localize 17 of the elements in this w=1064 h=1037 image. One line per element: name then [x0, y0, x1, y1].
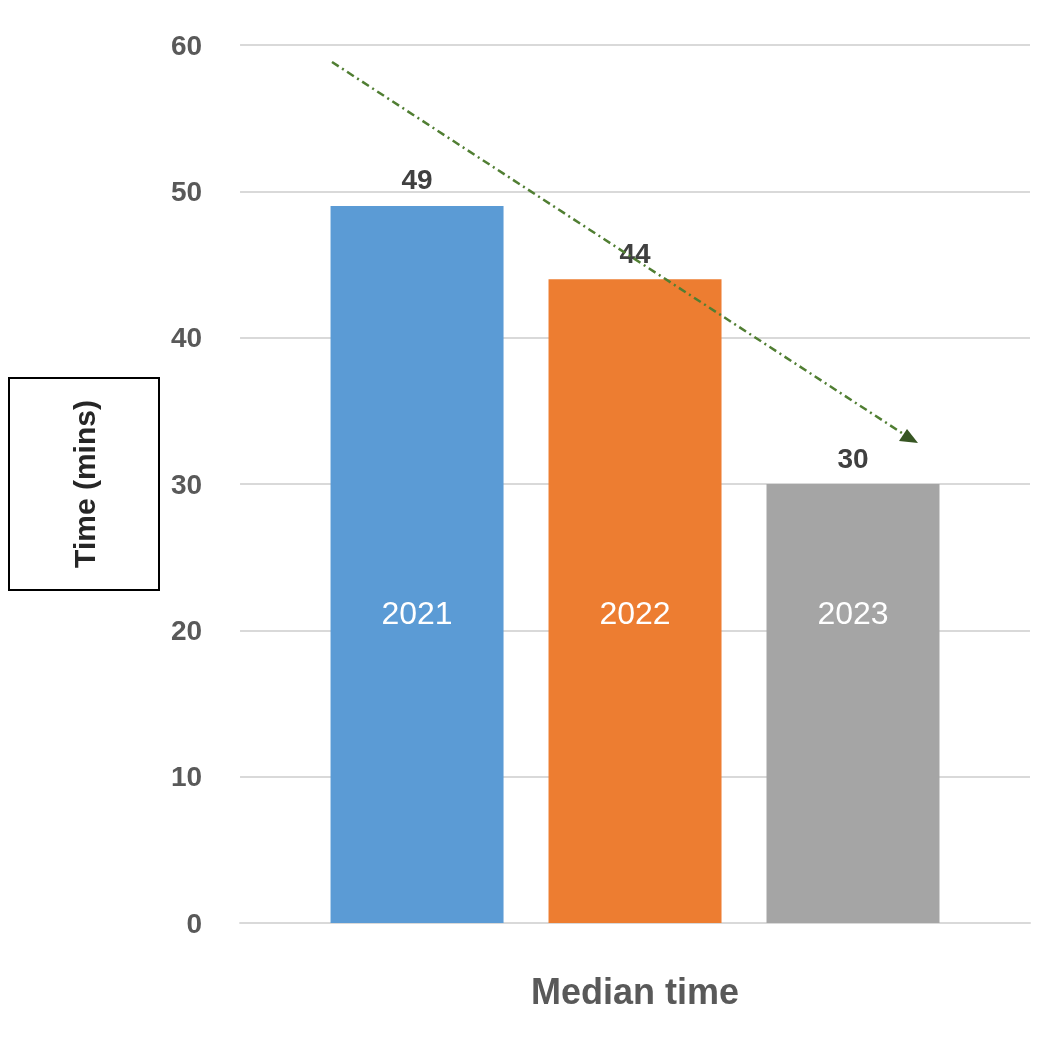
y-tick-label: 60 — [170, 29, 203, 61]
bar — [330, 205, 504, 923]
y-tick-label: 20 — [170, 614, 203, 646]
x-tick-label: Median time — [531, 970, 740, 1012]
series-label: 2021 — [381, 595, 453, 631]
y-tick-label: 40 — [170, 322, 203, 354]
y-axis-title: Time (mins) — [67, 400, 101, 568]
y-tick-label: 0 — [186, 907, 203, 939]
data-label: 30 — [837, 442, 869, 474]
y-tick-label: 50 — [170, 175, 203, 207]
bar — [548, 279, 722, 923]
y-tick-label: 10 — [170, 761, 203, 793]
series-label: 2023 — [817, 595, 889, 631]
series-label: 2022 — [599, 595, 671, 631]
y-tick-label: 30 — [170, 468, 203, 500]
data-label: 49 — [401, 164, 433, 196]
bar — [766, 484, 940, 923]
